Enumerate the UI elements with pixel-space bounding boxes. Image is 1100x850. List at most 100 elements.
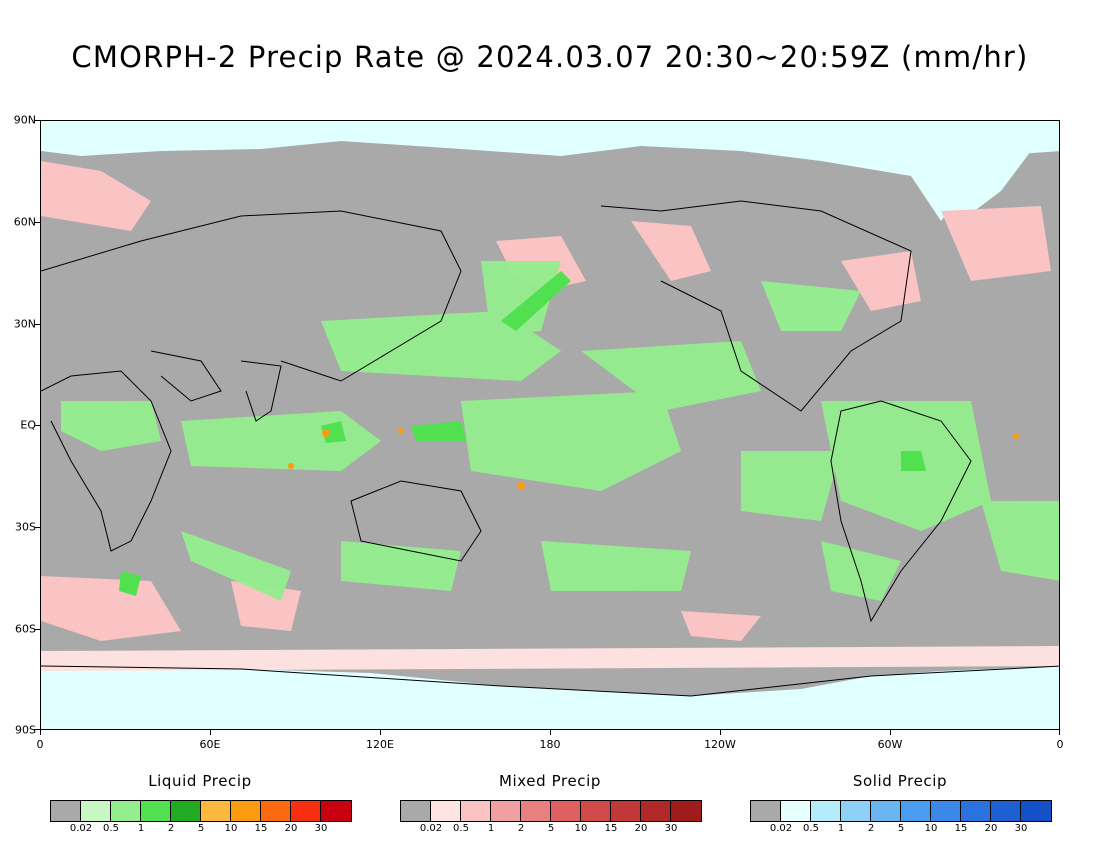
lon-tick	[890, 730, 891, 735]
lat-tick	[34, 222, 40, 223]
legend-swatch	[581, 801, 611, 821]
legend-swatch	[901, 801, 931, 821]
legend-swatch	[201, 801, 231, 821]
lon-tick	[40, 730, 41, 735]
map-canvas	[41, 121, 1059, 729]
lon-label-180: 180	[539, 738, 561, 751]
lat-label-30n: 30N	[13, 317, 36, 331]
lat-tick	[34, 324, 40, 325]
legend-swatch	[991, 801, 1021, 821]
lat-tick	[34, 527, 40, 528]
lon-label-0-left: 0	[36, 738, 44, 751]
lat-label-60n: 60N	[13, 215, 36, 229]
legend-tick-label: 0.5	[803, 823, 819, 834]
legend-swatch	[671, 801, 701, 821]
legend-swatch	[781, 801, 811, 821]
legend-swatch	[291, 801, 321, 821]
legend-swatch	[1021, 801, 1051, 821]
legend-tick-label: 0.02	[419, 823, 443, 834]
legend-swatch	[111, 801, 141, 821]
legend-tick-label: 30	[664, 823, 678, 834]
legend-swatch	[81, 801, 111, 821]
legend-tick-label: 15	[604, 823, 618, 834]
legend-tick-label: 10	[924, 823, 938, 834]
legend-swatch	[51, 801, 81, 821]
liquid-precip-heavy	[288, 428, 1019, 490]
mixed-precip-areas	[41, 161, 1059, 671]
legend-tick-label: 15	[254, 823, 268, 834]
legend-swatch	[261, 801, 291, 821]
lon-label-120w: 120W	[704, 738, 736, 751]
lon-tick	[210, 730, 211, 735]
lon-label-60e: 60E	[199, 738, 221, 751]
lat-label-eq: EQ	[20, 418, 36, 432]
legend-swatch	[871, 801, 901, 821]
legend-swatch	[931, 801, 961, 821]
lon-tick	[720, 730, 721, 735]
lon-tick	[380, 730, 381, 735]
legend-swatch	[461, 801, 491, 821]
lat-tick	[34, 629, 40, 630]
liquid-precip-moderate	[119, 271, 926, 596]
lat-label-90s: 90S	[15, 723, 36, 737]
legend-tick-label: 15	[954, 823, 968, 834]
legend-tick-label: 10	[224, 823, 238, 834]
legend-title: Liquid Precip	[148, 772, 252, 790]
greenland	[911, 141, 1031, 221]
lon-tick	[550, 730, 551, 735]
legend-tick-label: 30	[314, 823, 328, 834]
legend-swatch	[611, 801, 641, 821]
lat-tick	[34, 120, 40, 121]
legend-tick-label: 5	[897, 823, 905, 834]
legend-tick-label: 2	[517, 823, 525, 834]
lat-label-60s: 60S	[15, 622, 36, 636]
legend-tick-label: 0.02	[769, 823, 793, 834]
lat-label-90n: 90N	[13, 113, 36, 127]
legend-swatch	[321, 801, 351, 821]
coastlines	[41, 200, 1059, 697]
legend-tick-label: 2	[867, 823, 875, 834]
legend-tick-label: 10	[574, 823, 588, 834]
arctic-ice-region	[41, 121, 1059, 221]
legend-swatch	[431, 801, 461, 821]
legend-tick-label: 20	[284, 823, 298, 834]
lon-label-120e: 120E	[366, 738, 394, 751]
legend-swatch	[961, 801, 991, 821]
legend-swatch	[231, 801, 261, 821]
legend-swatch	[751, 801, 781, 821]
legend-title: Solid Precip	[852, 772, 948, 790]
legend-swatch	[141, 801, 171, 821]
chart-title: CMORPH-2 Precip Rate @ 2024.03.07 20:30~…	[71, 40, 1029, 74]
lon-label-60w: 60W	[877, 738, 903, 751]
legend-tick-label: 5	[547, 823, 555, 834]
legend-tick-label: 1	[837, 823, 845, 834]
legend-tick-label: 5	[197, 823, 205, 834]
liquid-precip-areas	[61, 261, 1059, 601]
antarctic-ice-region	[41, 661, 1059, 729]
legend-swatch	[171, 801, 201, 821]
color-scale-mixed	[400, 800, 702, 822]
legend-swatch	[521, 801, 551, 821]
lon-label-0-right: 0	[1056, 738, 1064, 751]
legend-tick-label: 1	[137, 823, 145, 834]
legend-swatch	[401, 801, 431, 821]
legend-tick-label: 30	[1014, 823, 1028, 834]
lat-label-30s: 30S	[15, 520, 36, 534]
legend-swatch	[811, 801, 841, 821]
lon-tick	[1059, 730, 1060, 735]
legend-tick-label: 2	[167, 823, 175, 834]
legend-tick-label: 0.5	[453, 823, 469, 834]
legend-tick-label: 20	[634, 823, 648, 834]
legend-swatch	[551, 801, 581, 821]
color-scale-solid	[750, 800, 1052, 822]
precip-map[interactable]	[40, 120, 1060, 730]
legend-tick-label: 1	[487, 823, 495, 834]
legend-tick-label: 0.5	[103, 823, 119, 834]
legend-swatch	[641, 801, 671, 821]
lat-tick	[34, 425, 40, 426]
legend-tick-label: 0.02	[69, 823, 93, 834]
legend-title: Mixed Precip	[498, 772, 602, 790]
lat-tick	[34, 729, 40, 730]
legend-swatch	[841, 801, 871, 821]
legend-swatch	[491, 801, 521, 821]
